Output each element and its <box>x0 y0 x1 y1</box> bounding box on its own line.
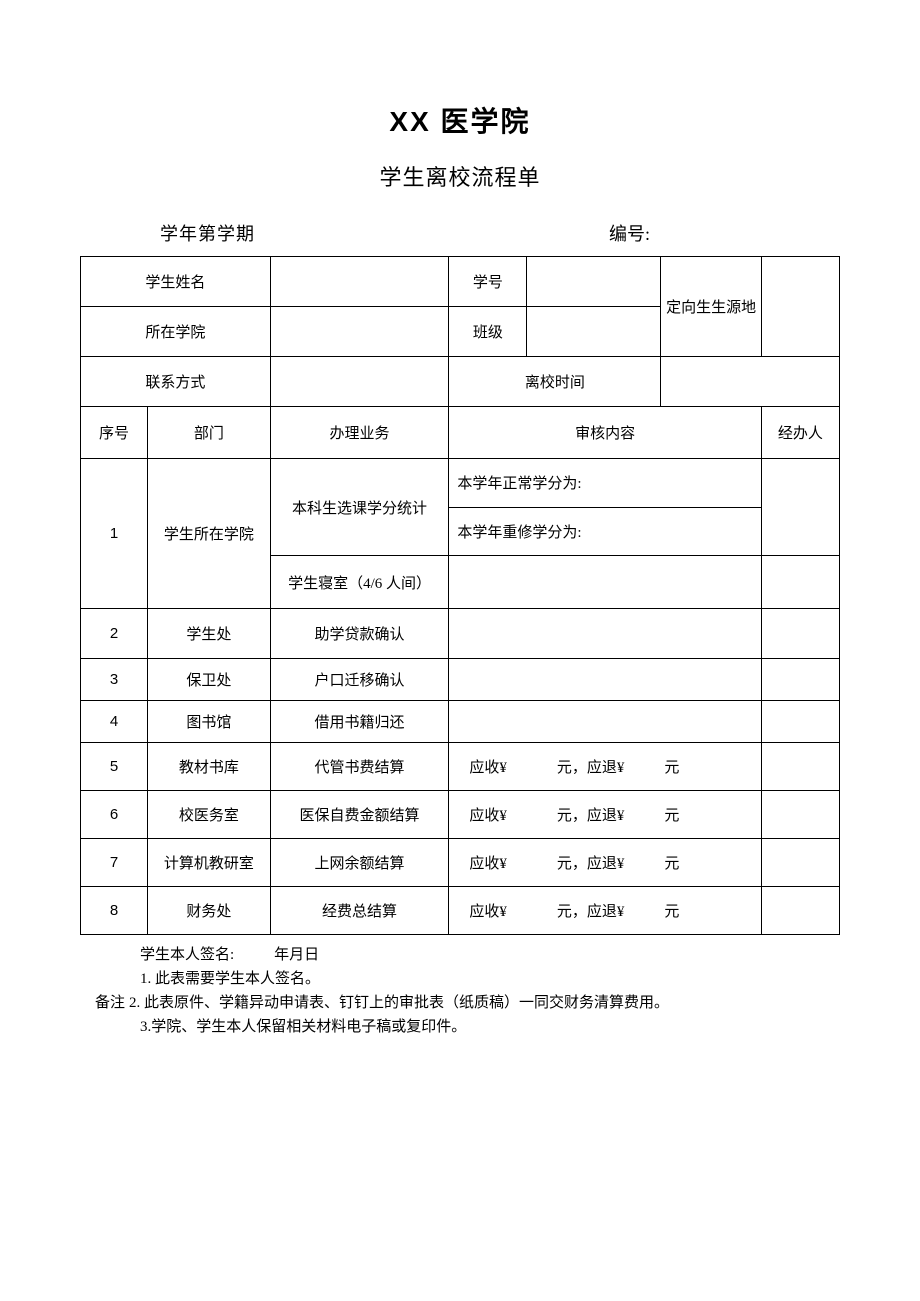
content-5: 应收¥元，应退¥元 <box>449 743 762 791</box>
leave-time-label: 离校时间 <box>449 357 661 407</box>
contact-label: 联系方式 <box>81 357 271 407</box>
student-id-label: 学号 <box>449 257 527 307</box>
row-4: 4 图书馆 借用书籍归还 <box>81 701 840 743</box>
content-7: 应收¥元，应退¥元 <box>449 839 762 887</box>
content-1b: 本学年重修学分为: <box>449 507 762 556</box>
class-value <box>527 307 661 357</box>
th-biz: 办理业务 <box>270 407 449 459</box>
dept-2: 学生处 <box>147 609 270 659</box>
biz-7: 上网余额结算 <box>270 839 449 887</box>
seq-8: 8 <box>81 887 148 935</box>
leave-time-value <box>661 357 840 407</box>
th-seq: 序号 <box>81 407 148 459</box>
seq-5: 5 <box>81 743 148 791</box>
college-value <box>270 307 449 357</box>
row-8: 8 财务处 经费总结算 应收¥元，应退¥元 <box>81 887 840 935</box>
origin-label: 定向生生源地 <box>661 257 761 357</box>
dept-5: 教材书库 <box>147 743 270 791</box>
biz-1c: 学生寝室（4/6 人间） <box>270 556 449 609</box>
handler-6 <box>761 791 839 839</box>
row-6: 6 校医务室 医保自费金额结算 应收¥元，应退¥元 <box>81 791 840 839</box>
dept-4: 图书馆 <box>147 701 270 743</box>
biz-5: 代管书费结算 <box>270 743 449 791</box>
row-3: 3 保卫处 户口迁移确认 <box>81 659 840 701</box>
dept-3: 保卫处 <box>147 659 270 701</box>
biz-6: 医保自费金额结算 <box>270 791 449 839</box>
th-content: 审核内容 <box>449 407 762 459</box>
handler-8 <box>761 887 839 935</box>
name-value <box>270 257 449 307</box>
form-table: 学生姓名 学号 定向生生源地 所在学院 班级 联系方式 离校时间 序号 部门 办… <box>80 256 840 935</box>
notes-section: 学生本人签名:年月日 1. 此表需要学生本人签名。 备注 2. 此表原件、学籍异… <box>80 943 840 1039</box>
note-2: 2. 此表原件、学籍异动申请表、钉钉上的审批表（纸质稿）一同交财务清算费用。 <box>125 991 669 1015</box>
biz-2: 助学贷款确认 <box>270 609 449 659</box>
college-label: 所在学院 <box>81 307 271 357</box>
signature-line: 学生本人签名:年月日 <box>80 943 840 967</box>
content-4 <box>449 701 762 743</box>
handler-4 <box>761 701 839 743</box>
origin-value <box>761 257 839 357</box>
th-handler: 经办人 <box>761 407 839 459</box>
seq-7: 7 <box>81 839 148 887</box>
biz-1a: 本科生选课学分统计 <box>270 459 449 556</box>
row-1a: 1 学生所在学院 本科生选课学分统计 本学年正常学分为: <box>81 459 840 508</box>
th-dept: 部门 <box>147 407 270 459</box>
student-id-value <box>527 257 661 307</box>
contact-value <box>270 357 449 407</box>
table-header-row: 序号 部门 办理业务 审核内容 经办人 <box>81 407 840 459</box>
meta-row: 学年第学期 编号: <box>80 220 840 246</box>
info-row-3: 联系方式 离校时间 <box>81 357 840 407</box>
row-5: 5 教材书库 代管书费结算 应收¥元，应退¥元 <box>81 743 840 791</box>
row-7: 7 计算机教研室 上网余额结算 应收¥元，应退¥元 <box>81 839 840 887</box>
info-row-1: 学生姓名 学号 定向生生源地 <box>81 257 840 307</box>
content-1c <box>449 556 762 609</box>
content-2 <box>449 609 762 659</box>
note-label: 备注 <box>80 991 125 1015</box>
handler-1a <box>761 459 839 556</box>
biz-3: 户口迁移确认 <box>270 659 449 701</box>
seq-4: 4 <box>81 701 148 743</box>
seq-3: 3 <box>81 659 148 701</box>
handler-3 <box>761 659 839 701</box>
seq-1: 1 <box>81 459 148 609</box>
seq-6: 6 <box>81 791 148 839</box>
handler-1c <box>761 556 839 609</box>
subtitle: 学生离校流程单 <box>80 160 840 192</box>
handler-5 <box>761 743 839 791</box>
biz-8: 经费总结算 <box>270 887 449 935</box>
content-6: 应收¥元，应退¥元 <box>449 791 762 839</box>
biz-4: 借用书籍归还 <box>270 701 449 743</box>
content-3 <box>449 659 762 701</box>
serial-label: 编号: <box>609 220 800 246</box>
dept-7: 计算机教研室 <box>147 839 270 887</box>
content-1a: 本学年正常学分为: <box>449 459 762 508</box>
row-2: 2 学生处 助学贷款确认 <box>81 609 840 659</box>
name-label: 学生姓名 <box>81 257 271 307</box>
seq-2: 2 <box>81 609 148 659</box>
dept-6: 校医务室 <box>147 791 270 839</box>
handler-7 <box>761 839 839 887</box>
content-8: 应收¥元，应退¥元 <box>449 887 762 935</box>
handler-2 <box>761 609 839 659</box>
note-1: 1. 此表需要学生本人签名。 <box>80 967 840 991</box>
class-label: 班级 <box>449 307 527 357</box>
semester-label: 学年第学期 <box>160 220 255 246</box>
note-3: 3.学院、学生本人保留相关材料电子稿或复印件。 <box>80 1015 840 1039</box>
main-title: XX 医学院 <box>80 100 840 140</box>
dept-1: 学生所在学院 <box>147 459 270 609</box>
dept-8: 财务处 <box>147 887 270 935</box>
